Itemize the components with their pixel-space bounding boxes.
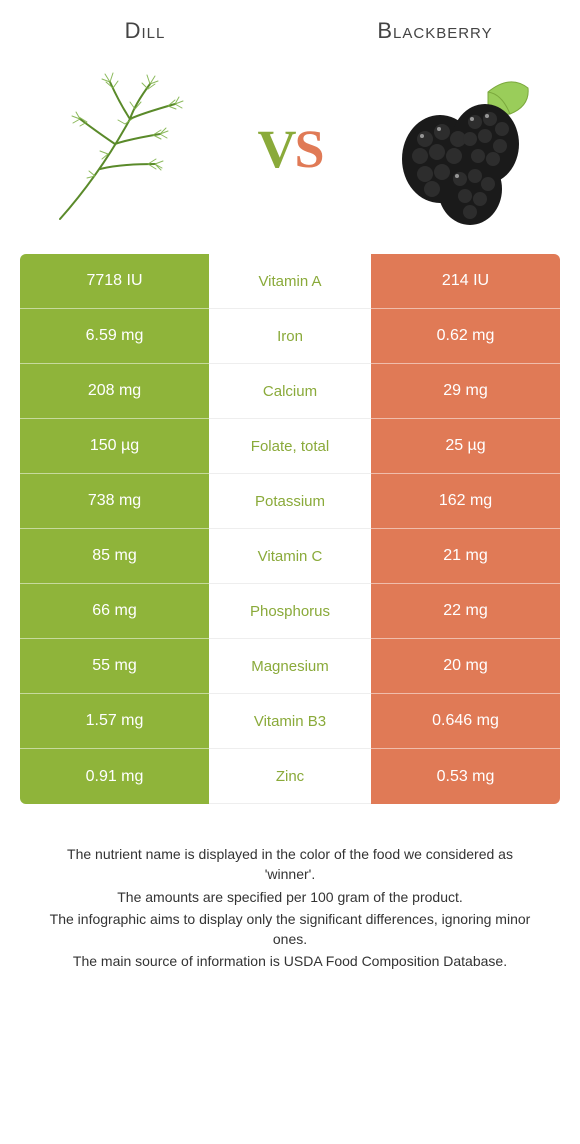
cell-nutrient-label: Potassium <box>209 474 371 529</box>
footnote-line: The nutrient name is displayed in the co… <box>40 844 540 885</box>
cell-right-value: 21 mg <box>371 529 560 584</box>
header-left: Dill <box>0 18 290 44</box>
cell-right-value: 0.646 mg <box>371 694 560 749</box>
dill-image <box>40 64 210 234</box>
cell-nutrient-label: Iron <box>209 309 371 364</box>
cell-nutrient-label: Vitamin B3 <box>209 694 371 749</box>
cell-nutrient-label: Zinc <box>209 749 371 804</box>
cell-left-value: 6.59 mg <box>20 309 209 364</box>
cell-left-value: 66 mg <box>20 584 209 639</box>
cell-right-value: 0.62 mg <box>371 309 560 364</box>
cell-left-value: 208 mg <box>20 364 209 419</box>
cell-right-value: 20 mg <box>371 639 560 694</box>
hero-row: VS <box>0 44 580 254</box>
cell-right-value: 25 µg <box>371 419 560 474</box>
header-right: Blackberry <box>290 18 580 44</box>
vs-v: V <box>257 119 294 179</box>
header: Dill Blackberry <box>0 0 580 44</box>
cell-nutrient-label: Magnesium <box>209 639 371 694</box>
cell-nutrient-label: Calcium <box>209 364 371 419</box>
cell-left-value: 85 mg <box>20 529 209 584</box>
table-row: 7718 IUVitamin A214 IU <box>20 254 560 309</box>
table-row: 150 µgFolate, total25 µg <box>20 419 560 474</box>
table-row: 55 mgMagnesium20 mg <box>20 639 560 694</box>
table-row: 1.57 mgVitamin B30.646 mg <box>20 694 560 749</box>
cell-left-value: 150 µg <box>20 419 209 474</box>
table-row: 6.59 mgIron0.62 mg <box>20 309 560 364</box>
blackberry-image <box>370 64 540 234</box>
table-row: 738 mgPotassium162 mg <box>20 474 560 529</box>
footnote-line: The amounts are specified per 100 gram o… <box>40 887 540 907</box>
cell-nutrient-label: Vitamin A <box>209 254 371 309</box>
cell-right-value: 22 mg <box>371 584 560 639</box>
vs-s: S <box>294 119 322 179</box>
table-row: 66 mgPhosphorus22 mg <box>20 584 560 639</box>
cell-nutrient-label: Vitamin C <box>209 529 371 584</box>
footnote-line: The main source of information is USDA F… <box>40 951 540 971</box>
comparison-table: 7718 IUVitamin A214 IU6.59 mgIron0.62 mg… <box>0 254 580 804</box>
cell-left-value: 7718 IU <box>20 254 209 309</box>
cell-left-value: 55 mg <box>20 639 209 694</box>
table-row: 0.91 mgZinc0.53 mg <box>20 749 560 804</box>
cell-right-value: 214 IU <box>371 254 560 309</box>
cell-nutrient-label: Folate, total <box>209 419 371 474</box>
cell-left-value: 1.57 mg <box>20 694 209 749</box>
footnotes: The nutrient name is displayed in the co… <box>0 804 580 972</box>
cell-left-value: 0.91 mg <box>20 749 209 804</box>
cell-nutrient-label: Phosphorus <box>209 584 371 639</box>
cell-left-value: 738 mg <box>20 474 209 529</box>
cell-right-value: 29 mg <box>371 364 560 419</box>
footnote-line: The infographic aims to display only the… <box>40 909 540 950</box>
cell-right-value: 162 mg <box>371 474 560 529</box>
table-row: 85 mgVitamin C21 mg <box>20 529 560 584</box>
cell-right-value: 0.53 mg <box>371 749 560 804</box>
table-row: 208 mgCalcium29 mg <box>20 364 560 419</box>
vs-label: VS <box>257 118 322 180</box>
